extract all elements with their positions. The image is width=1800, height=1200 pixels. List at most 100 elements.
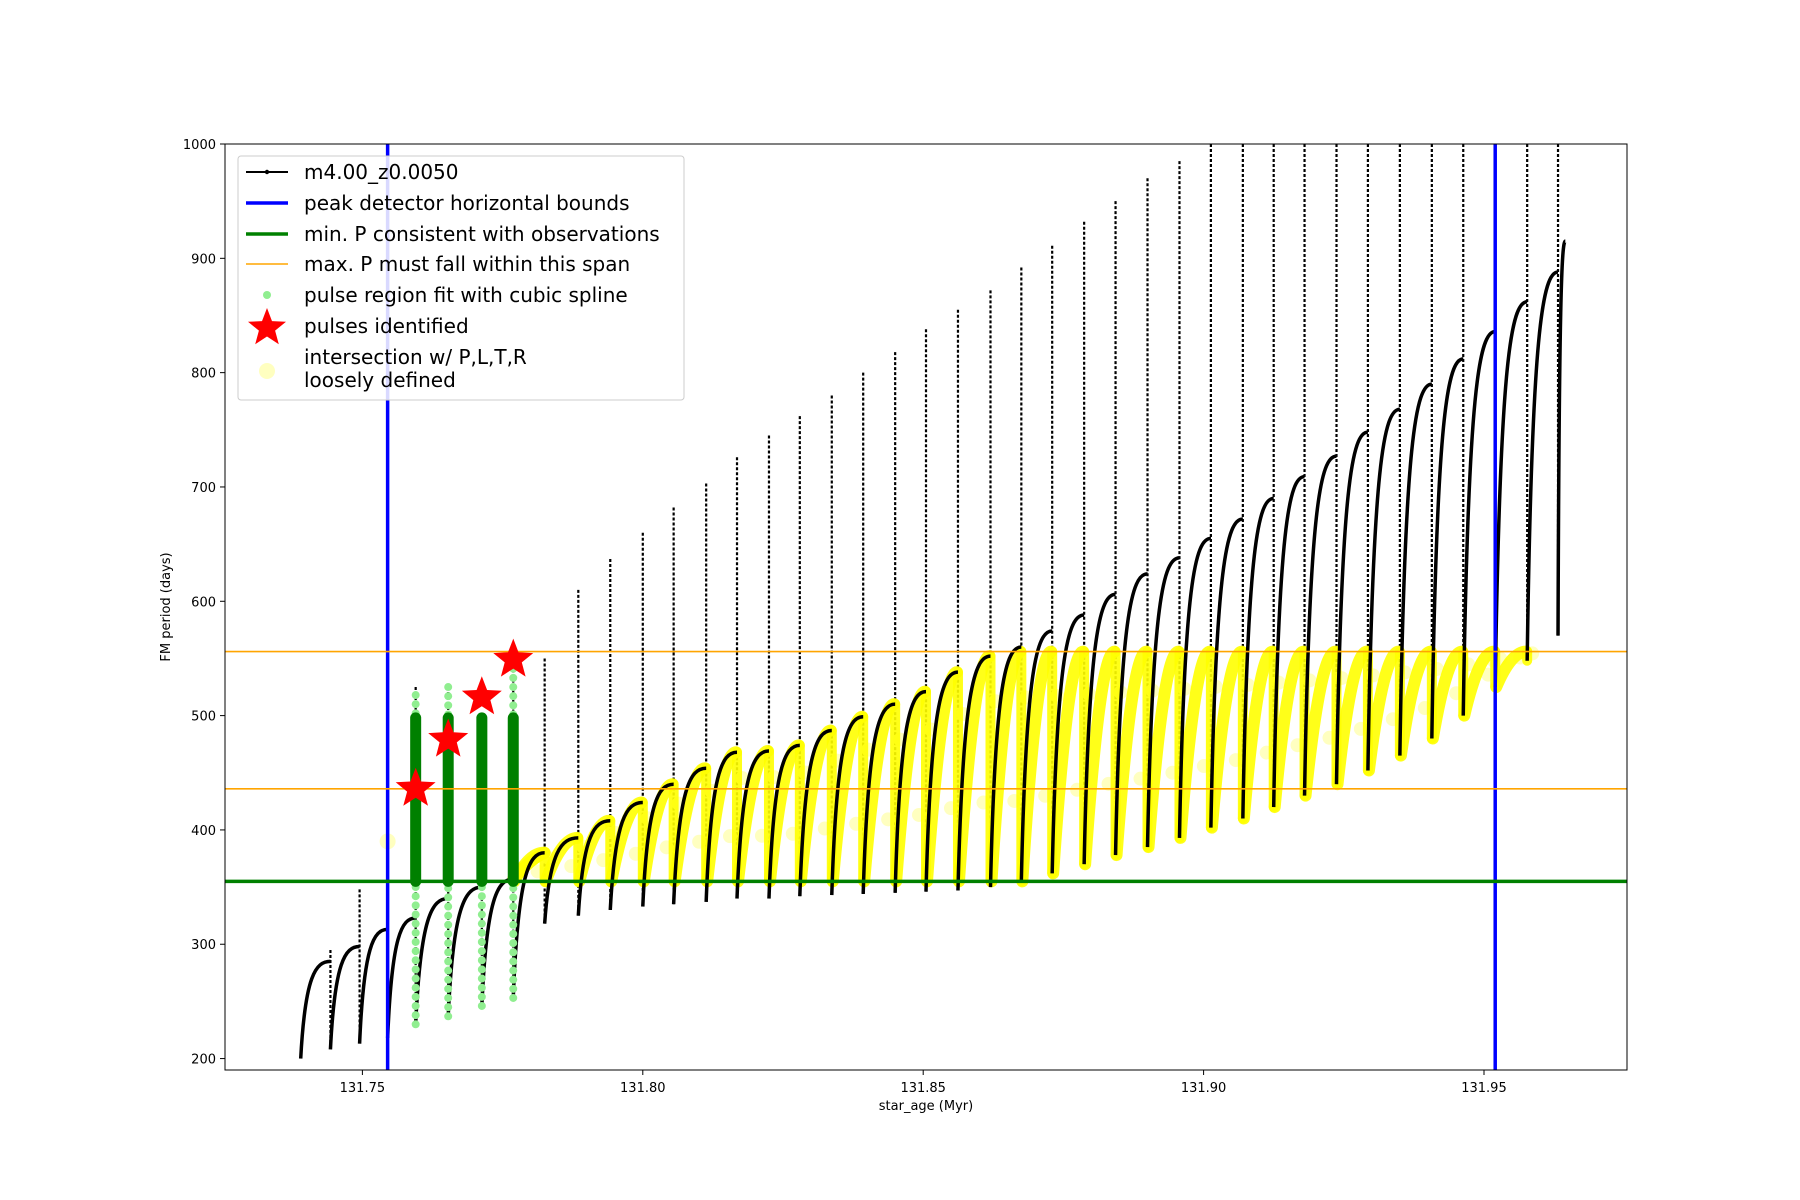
model-arc <box>1113 572 1148 856</box>
spline-point <box>477 974 486 983</box>
model-arc <box>1241 496 1274 819</box>
pulse-star <box>428 718 469 757</box>
spline-point <box>411 910 420 919</box>
model-arc <box>956 654 991 891</box>
intersection-arc <box>1331 645 1373 791</box>
y-tick-label: 800 <box>191 367 216 382</box>
x-tick-label: 131.95 <box>1461 1081 1507 1096</box>
model-arc <box>328 944 360 1050</box>
model-arc <box>1177 536 1212 838</box>
intersection-arc <box>1299 645 1342 802</box>
intersection-arc <box>1362 645 1405 777</box>
spline-point <box>477 919 486 928</box>
x-tick-label: 131.85 <box>900 1081 946 1096</box>
model-arc <box>830 714 864 896</box>
spline-point <box>444 920 453 929</box>
y-tick-label: 1000 <box>183 138 216 153</box>
spline-point <box>509 939 518 948</box>
spline-point <box>411 1011 420 1020</box>
model-arc <box>1209 517 1244 828</box>
spline-point <box>444 948 453 957</box>
spline-point <box>444 692 453 701</box>
spline-point <box>444 929 453 938</box>
spline-point <box>444 1003 453 1012</box>
x-axis-label: star_age (Myr) <box>879 1099 973 1114</box>
spline-point <box>411 901 420 910</box>
y-tick-label: 200 <box>191 1053 216 1068</box>
y-tick-label: 600 <box>191 595 216 610</box>
spline-point <box>411 947 420 956</box>
intersection-arc <box>1426 645 1469 745</box>
spline-point <box>477 965 486 974</box>
y-tick-label: 300 <box>191 938 216 953</box>
spline-point <box>411 956 420 965</box>
spline-point <box>411 992 420 1001</box>
spline-point <box>444 993 453 1002</box>
spline-point <box>477 910 486 919</box>
legend-handle-dot <box>264 169 270 175</box>
spline-point <box>509 993 518 1002</box>
model-arc <box>1050 613 1085 874</box>
y-axis-label: FM period (days) <box>159 552 174 661</box>
spline-point <box>509 957 518 966</box>
spline-point <box>477 1001 486 1010</box>
spline-point <box>477 983 486 992</box>
legend-label: min. P consistent with observations <box>304 222 660 246</box>
spline-point <box>444 966 453 975</box>
spline-point <box>411 983 420 992</box>
model-arc <box>735 749 770 899</box>
legend-label: max. P must fall within this span <box>304 252 630 276</box>
spline-point <box>509 975 518 984</box>
spline-point <box>509 893 518 902</box>
spline-point <box>444 902 453 911</box>
intersection-arc <box>1174 645 1216 844</box>
spline-point <box>477 937 486 946</box>
legend-label: peak detector horizontal bounds <box>304 191 630 215</box>
x-tick-label: 131.90 <box>1181 1081 1227 1096</box>
legend-handle <box>263 291 271 299</box>
pulse-star <box>493 638 534 677</box>
spline-point <box>477 947 486 956</box>
model-arc <box>1461 329 1496 716</box>
model-arc <box>1430 357 1464 739</box>
intersection-arc <box>1016 645 1058 888</box>
legend-handle <box>248 308 286 345</box>
model-arc <box>298 959 331 1059</box>
model-arc <box>357 927 388 1044</box>
spline-point <box>444 701 453 710</box>
model-arc <box>1366 407 1401 771</box>
plot-content <box>225 144 1627 1070</box>
legend-label: m4.00_z0.0050 <box>304 160 459 184</box>
spline-point <box>411 965 420 974</box>
x-tick-label: 131.80 <box>620 1081 666 1096</box>
spline-point <box>509 966 518 975</box>
spline-point <box>477 956 486 965</box>
spline-point <box>444 911 453 920</box>
spline-point <box>444 984 453 993</box>
model-arc <box>1145 556 1180 848</box>
spline-point <box>477 928 486 937</box>
x-axis: 131.75 131.80 131.85 131.90 131.95 <box>340 1070 1507 1096</box>
spline-point <box>444 975 453 984</box>
model-arc <box>1556 239 1568 636</box>
spline-point <box>509 701 518 710</box>
spline-point <box>411 974 420 983</box>
spline-point <box>444 893 453 902</box>
model-arc <box>1082 592 1116 865</box>
model-arc <box>1019 629 1053 882</box>
spline-point <box>411 1001 420 1010</box>
intersection-arc <box>1394 645 1437 762</box>
spline-point <box>444 939 453 948</box>
legend-label: pulses identified <box>304 314 469 338</box>
spline-point <box>477 992 486 1001</box>
intersection-arc <box>985 645 1027 888</box>
spline-point <box>509 911 518 920</box>
legend-label: pulse region fit with cubic spline <box>304 283 628 307</box>
spline-point <box>477 901 486 910</box>
spline-point <box>411 937 420 946</box>
spline-point <box>509 692 518 701</box>
model-arc <box>704 750 738 903</box>
legend-label: loosely defined <box>304 368 456 392</box>
